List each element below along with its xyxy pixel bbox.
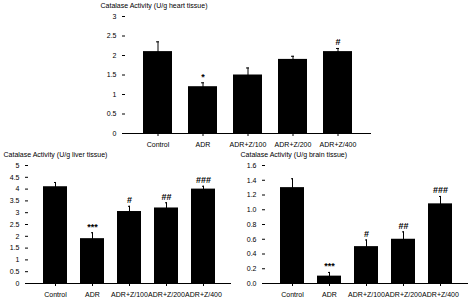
svg-text:***: *** — [87, 222, 98, 232]
svg-text:Control: Control — [281, 291, 304, 298]
svg-text:0.8: 0.8 — [247, 221, 257, 228]
svg-text:1: 1 — [113, 91, 117, 98]
svg-text:ADR: ADR — [85, 291, 100, 298]
svg-text:Control: Control — [147, 141, 170, 148]
svg-text:4.5: 4.5 — [10, 174, 20, 181]
svg-text:ADR: ADR — [322, 291, 337, 298]
svg-text:Catalase Activity (U/g heart t: Catalase Activity (U/g heart tissue) — [101, 2, 208, 10]
svg-text:4: 4 — [16, 185, 20, 192]
svg-text:Catalase Activity (U/g brain t: Catalase Activity (U/g brain tissue) — [241, 151, 348, 159]
svg-text:ADR+Z/200: ADR+Z/200 — [385, 291, 422, 298]
svg-text:2.5: 2.5 — [107, 32, 117, 39]
svg-text:0.2: 0.2 — [247, 265, 257, 272]
svg-text:1.5: 1.5 — [107, 71, 117, 78]
svg-text:1.4: 1.4 — [247, 176, 257, 183]
svg-text:1.0: 1.0 — [247, 206, 257, 213]
svg-text:##: ## — [398, 221, 408, 231]
svg-text:#: # — [335, 37, 340, 47]
svg-text:5: 5 — [16, 162, 20, 169]
svg-text:ADR+Z/100: ADR+Z/100 — [348, 291, 385, 298]
svg-text:1.6: 1.6 — [247, 162, 257, 169]
svg-text:ADR+Z/100: ADR+Z/100 — [111, 291, 148, 298]
svg-text:ADR+Z/200: ADR+Z/200 — [148, 291, 185, 298]
svg-text:2: 2 — [113, 52, 117, 59]
svg-text:ADR: ADR — [196, 141, 211, 148]
svg-text:ADR+Z/100: ADR+Z/100 — [230, 141, 267, 148]
svg-text:ADR+Z/200: ADR+Z/200 — [275, 141, 312, 148]
svg-text:ADR+Z/400: ADR+Z/400 — [320, 141, 357, 148]
svg-text:3: 3 — [113, 13, 117, 20]
svg-text:1: 1 — [16, 256, 20, 263]
svg-text:Control: Control — [44, 291, 67, 298]
svg-text:0.5: 0.5 — [107, 110, 117, 117]
svg-text:1.2: 1.2 — [247, 191, 257, 198]
svg-text:#: # — [364, 229, 369, 239]
svg-text:3.5: 3.5 — [10, 197, 20, 204]
svg-text:Catalase Activity (U/g liver t: Catalase Activity (U/g liver tissue) — [4, 151, 108, 159]
svg-text:***: *** — [324, 261, 335, 271]
svg-text:0.5: 0.5 — [10, 268, 20, 275]
svg-text:*: * — [201, 72, 205, 82]
svg-text:2: 2 — [16, 233, 20, 240]
svg-text:ADR+Z/400: ADR+Z/400 — [422, 291, 459, 298]
svg-text:3: 3 — [16, 209, 20, 216]
svg-text:0.6: 0.6 — [247, 235, 257, 242]
svg-text:##: ## — [161, 192, 171, 202]
svg-text:1.5: 1.5 — [10, 244, 20, 251]
svg-text:0.0: 0.0 — [247, 280, 257, 287]
svg-text:###: ### — [433, 185, 448, 195]
svg-text:0: 0 — [16, 280, 20, 287]
svg-text:0.4: 0.4 — [247, 250, 257, 257]
svg-text:###: ### — [196, 175, 211, 185]
svg-text:ADR+Z/400: ADR+Z/400 — [185, 291, 222, 298]
svg-text:2.5: 2.5 — [10, 221, 20, 228]
svg-text:0: 0 — [113, 130, 117, 137]
svg-text:#: # — [127, 195, 132, 205]
